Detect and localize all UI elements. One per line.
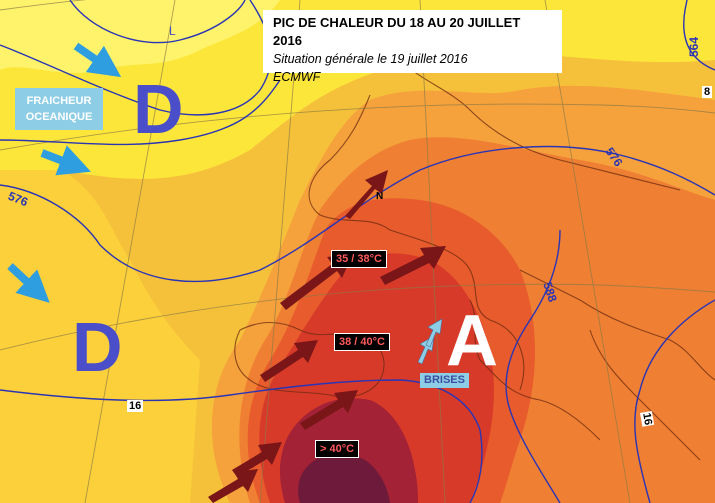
warm-arrow-1 <box>345 170 388 219</box>
warm-arrow-5 <box>300 390 358 430</box>
cold-air-arrows <box>7 42 122 303</box>
brises-label: BRISES <box>420 373 469 388</box>
fraicheur-line1: FRAICHEUR <box>26 95 92 107</box>
temp-band-pale-north <box>0 0 280 73</box>
low-pressure-d-west: D <box>72 308 123 386</box>
isoline-label-8: 8 <box>702 86 713 98</box>
small-low-l: L <box>169 24 176 38</box>
map-title-box: PIC DE CHALEUR DU 18 AU 20 JUILLET 2016 … <box>263 10 562 84</box>
fraicheur-oceanique-label: FRAICHEUR OCEANIQUE <box>15 88 103 130</box>
temp-label-over-40: > 40°C <box>315 440 360 458</box>
warm-arrow-2 <box>280 254 353 310</box>
isoline-label-564: 564 <box>687 36 702 58</box>
fraicheur-line2: OCEANIQUE <box>25 111 93 123</box>
high-pressure-a: A <box>446 301 498 381</box>
warm-air-arrows <box>208 170 446 503</box>
map-title: PIC DE CHALEUR DU 18 AU 20 JUILLET 2016 <box>273 15 521 48</box>
map-subtitle: Situation générale le 19 juillet 2016 <box>273 52 468 66</box>
temp-band-yellow-west <box>0 170 200 503</box>
breeze-arrows <box>417 318 443 365</box>
warm-arrow-6 <box>232 442 282 477</box>
isoline-label-16-right: 16 <box>639 410 655 428</box>
warm-arrow-3 <box>380 246 446 285</box>
isoline-label-16-left: 16 <box>127 400 144 412</box>
breeze-arrow-2 <box>425 318 443 348</box>
warm-arrow-4 <box>260 340 318 382</box>
temp-label-38-40: 38 / 40°C <box>334 333 390 351</box>
temp-label-35-38: 35 / 38°C <box>331 250 387 268</box>
north-marker: N <box>376 191 384 202</box>
map-source: ECMWF <box>273 70 321 84</box>
cold-arrow-1 <box>73 42 122 78</box>
cold-arrow-3 <box>7 263 50 303</box>
warm-arrow-7 <box>208 469 258 503</box>
temp-band-purple <box>298 454 390 503</box>
cold-arrow-2 <box>40 145 91 176</box>
low-pressure-d-north: D <box>133 70 184 148</box>
